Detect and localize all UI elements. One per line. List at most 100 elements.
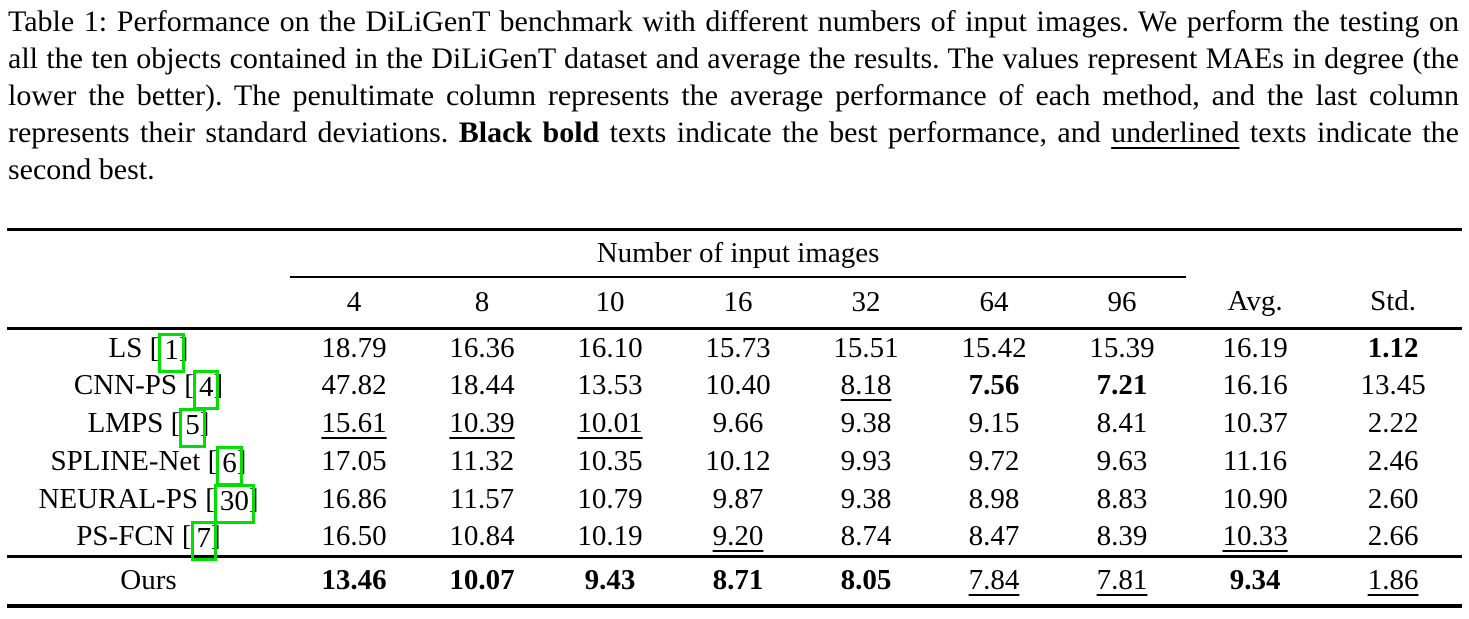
avg-cell: 16.16 bbox=[1222, 369, 1288, 401]
value-cell: 13.46 bbox=[290, 556, 418, 608]
method-label: SPLINE-Net [ bbox=[50, 445, 218, 477]
value-cell: 9.66 bbox=[712, 407, 764, 439]
value-cell: 15.39 bbox=[1089, 331, 1155, 364]
results-table: Number of input images 4 8 10 16 32 64 9… bbox=[7, 228, 1463, 608]
value-cell: 9.93 bbox=[840, 445, 892, 477]
value-cell: 10.07 bbox=[418, 556, 546, 608]
column-header-16: 16 bbox=[674, 276, 802, 330]
value-cell: 9.38 bbox=[840, 407, 892, 439]
value-cell: 7.81 bbox=[1058, 556, 1187, 608]
group-header: Number of input images bbox=[290, 229, 1187, 278]
value-cell: 10.19 bbox=[546, 518, 674, 558]
value-cell: 10.84 bbox=[418, 518, 546, 558]
caption-text-1: Table 1: Performance on the DiLiGenT ben… bbox=[8, 5, 1459, 149]
value-cell: 10.35 bbox=[577, 445, 643, 477]
value-cell: 16.10 bbox=[577, 331, 643, 364]
column-header-64: 64 bbox=[930, 276, 1058, 330]
citation-annotation-box[interactable]: 30 bbox=[213, 484, 255, 524]
std-cell: 1.12 bbox=[1367, 331, 1419, 364]
value-cell: 15.42 bbox=[961, 331, 1027, 364]
value-cell: 7.21 bbox=[1096, 369, 1148, 401]
method-cell: Ours bbox=[7, 556, 290, 608]
avg-cell: 10.37 bbox=[1222, 407, 1288, 439]
value-cell: 8.74 bbox=[802, 518, 930, 558]
avg-cell: 10.33 bbox=[1186, 518, 1325, 558]
value-cell: 16.36 bbox=[449, 331, 515, 364]
method-label: NEURAL-PS [ bbox=[38, 483, 215, 515]
method-cell: LMPS [5] bbox=[7, 405, 290, 448]
value-cell: 8.47 bbox=[930, 518, 1058, 558]
method-cell: SPLINE-Net [6] bbox=[7, 443, 290, 486]
value-cell: 9.72 bbox=[968, 445, 1020, 477]
caption-text-3: texts indicate the second best. bbox=[8, 116, 1459, 186]
citation-annotation-box[interactable]: 5 bbox=[179, 408, 206, 448]
citation-annotation-box[interactable]: 1 bbox=[158, 332, 185, 373]
value-cell: 9.20 bbox=[674, 518, 802, 558]
table-row-neural-ps: NEURAL-PS [30] 16.86 11.57 10.79 9.87 9.… bbox=[7, 481, 1462, 524]
value-cell: 8.41 bbox=[1096, 407, 1148, 439]
value-cell: 8.71 bbox=[674, 556, 802, 608]
method-label: CNN-PS [ bbox=[73, 369, 194, 401]
caption-bold-text: Black bold bbox=[458, 116, 600, 149]
value-cell: 8.18 bbox=[840, 369, 892, 401]
std-cell: 2.60 bbox=[1367, 483, 1419, 515]
std-cell: 1.86 bbox=[1324, 556, 1463, 608]
method-cell: CNN-PS [4] bbox=[7, 367, 290, 410]
value-cell: 18.79 bbox=[321, 331, 387, 364]
value-cell: 8.05 bbox=[802, 556, 930, 608]
value-cell: 10.79 bbox=[577, 483, 643, 515]
method-cell: LS [1] bbox=[7, 329, 290, 373]
method-label: PS-FCN [ bbox=[76, 520, 192, 553]
empty-corner-cell bbox=[7, 230, 290, 277]
value-cell: 17.05 bbox=[321, 445, 387, 477]
avg-cell: 11.16 bbox=[1222, 445, 1288, 477]
value-cell: 9.15 bbox=[968, 407, 1020, 439]
value-cell: 15.51 bbox=[833, 331, 899, 364]
table-row-ps-fcn: PS-FCN [7] 16.50 10.84 10.19 9.20 8.74 8… bbox=[7, 518, 1463, 562]
value-cell: 9.63 bbox=[1096, 445, 1148, 477]
table-row-ours: Ours 13.46 10.07 9.43 8.71 8.05 7.84 7.8… bbox=[7, 556, 1463, 608]
avg-cell: 10.90 bbox=[1222, 483, 1288, 515]
header-columns-row: 4 8 10 16 32 64 96 Avg. Std. bbox=[7, 276, 1463, 330]
header-group-row: Number of input images bbox=[7, 229, 1462, 278]
value-cell: 8.98 bbox=[968, 483, 1020, 515]
table-row-cnn-ps: CNN-PS [4] 47.82 18.44 13.53 10.40 8.18 … bbox=[7, 367, 1462, 410]
value-cell: 9.38 bbox=[840, 483, 892, 515]
value-cell: 15.73 bbox=[705, 331, 771, 364]
table-row-spline-net: SPLINE-Net [6] 17.05 11.32 10.35 10.12 9… bbox=[7, 443, 1462, 486]
table-row-lmps: LMPS [5] 15.61 10.39 10.01 9.66 9.38 9.1… bbox=[7, 405, 1462, 448]
caption-text-2: texts indicate the best performance, and bbox=[599, 116, 1112, 149]
caption-underlined-text: underlined bbox=[1111, 116, 1240, 149]
column-header-96: 96 bbox=[1058, 276, 1187, 330]
column-header-4: 4 bbox=[290, 276, 418, 330]
std-cell: 2.22 bbox=[1367, 407, 1419, 439]
value-cell: 11.32 bbox=[449, 445, 515, 477]
value-cell: 7.84 bbox=[930, 556, 1058, 608]
value-cell: 16.86 bbox=[321, 483, 387, 515]
value-cell: 10.01 bbox=[577, 407, 643, 439]
empty-header-cell bbox=[1324, 230, 1462, 277]
table-caption: Table 1: Performance on the DiLiGenT ben… bbox=[0, 0, 1469, 188]
std-cell: 2.66 bbox=[1324, 518, 1463, 558]
method-cell: PS-FCN [7] bbox=[7, 518, 290, 562]
table-row-ls: LS [1] 18.79 16.36 16.10 15.73 15.51 15.… bbox=[7, 329, 1462, 373]
column-header-8: 8 bbox=[418, 276, 546, 330]
column-header-std: Std. bbox=[1324, 276, 1463, 330]
citation-annotation-box[interactable]: 6 bbox=[216, 446, 243, 486]
empty-method-header bbox=[7, 276, 290, 330]
value-cell: 9.43 bbox=[546, 556, 674, 608]
column-header-avg: Avg. bbox=[1186, 276, 1325, 330]
method-cell: NEURAL-PS [30] bbox=[7, 481, 290, 524]
value-cell: 15.61 bbox=[321, 407, 387, 439]
value-cell: 10.40 bbox=[705, 369, 771, 401]
std-cell: 2.46 bbox=[1367, 445, 1419, 477]
method-label: LMPS [ bbox=[87, 407, 181, 439]
citation-annotation-box[interactable]: 4 bbox=[192, 370, 220, 410]
value-cell: 7.56 bbox=[968, 369, 1020, 401]
value-cell: 10.39 bbox=[449, 407, 515, 439]
column-header-32: 32 bbox=[802, 276, 930, 330]
value-cell: 10.12 bbox=[705, 445, 771, 477]
value-cell: 13.53 bbox=[577, 369, 643, 401]
citation-annotation-box[interactable]: 7 bbox=[190, 521, 218, 562]
